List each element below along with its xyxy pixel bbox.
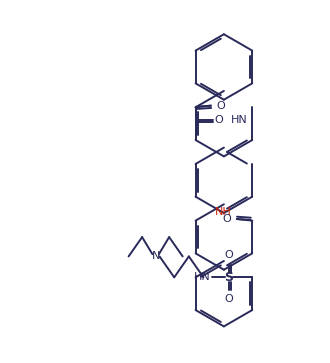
Text: O: O	[217, 101, 226, 111]
Text: NH: NH	[214, 208, 231, 217]
Text: O: O	[222, 214, 231, 224]
Text: O: O	[224, 294, 233, 304]
Text: N: N	[151, 252, 160, 261]
Text: HN: HN	[194, 272, 211, 282]
Text: O: O	[214, 115, 223, 125]
Text: S: S	[224, 271, 233, 284]
Text: O: O	[224, 250, 233, 260]
Text: HN: HN	[231, 115, 247, 125]
